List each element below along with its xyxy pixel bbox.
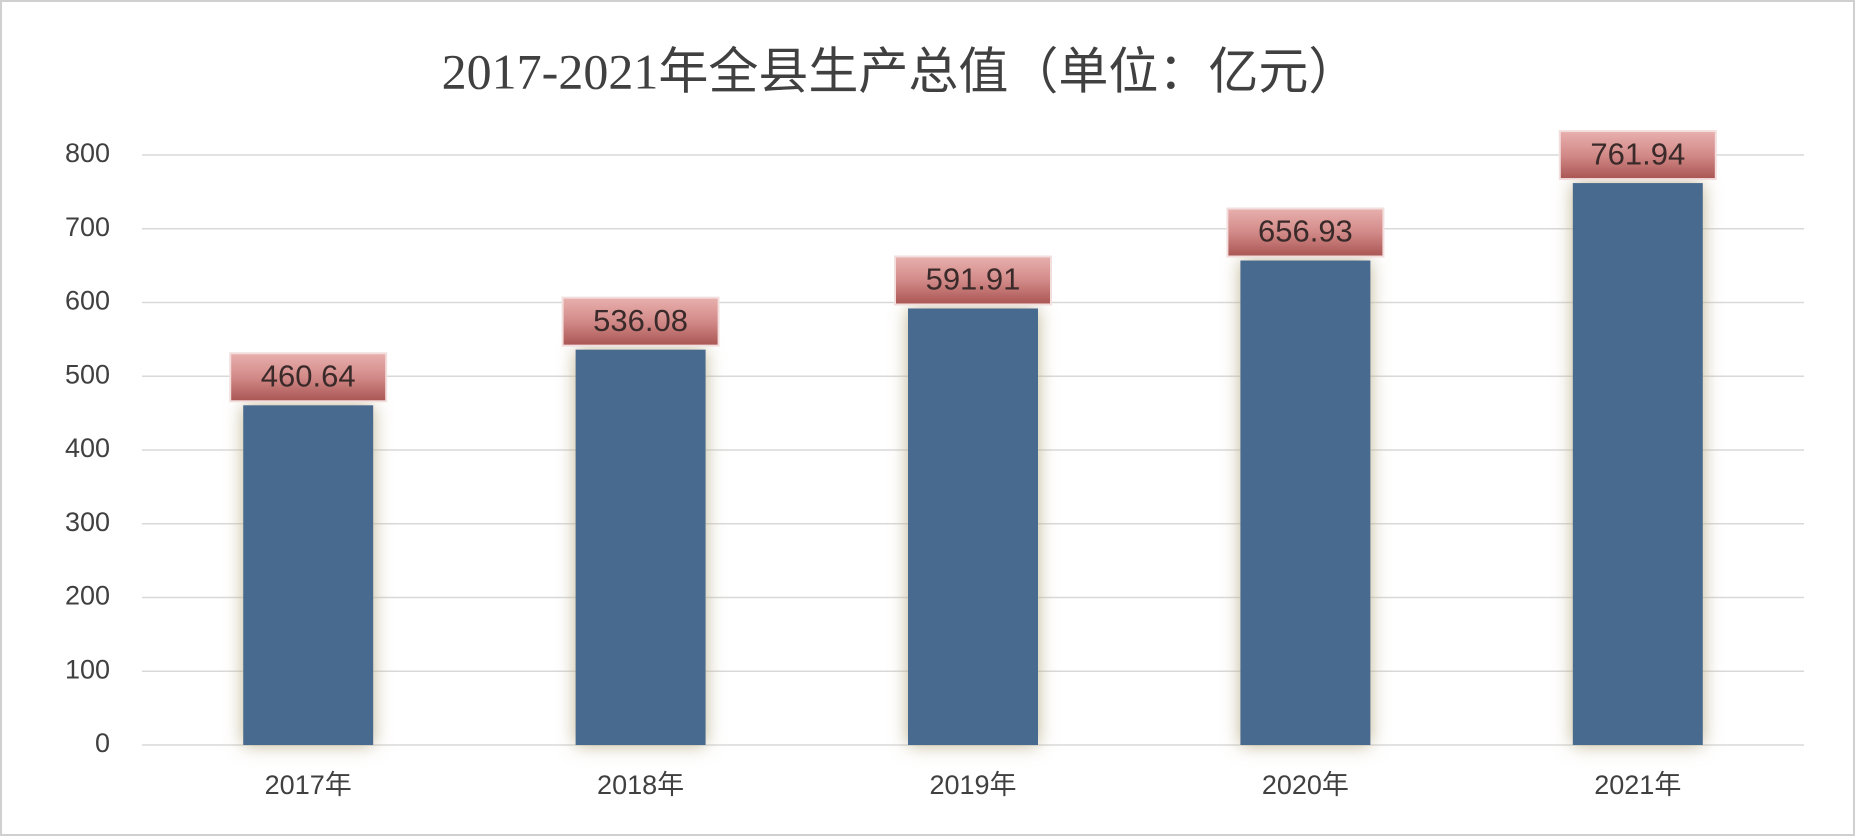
y-tick-label: 600 <box>65 286 110 316</box>
y-tick-label: 400 <box>65 433 110 463</box>
value-label: 536.08 <box>593 303 688 338</box>
bar <box>575 349 706 745</box>
value-label-box <box>894 255 1052 306</box>
value-label: 761.94 <box>1590 136 1685 171</box>
value-label-box <box>1558 130 1717 181</box>
y-tick-label: 700 <box>65 212 110 242</box>
x-tick-label: 2018年 <box>597 770 684 800</box>
bar <box>908 308 1038 745</box>
bar <box>1572 183 1703 746</box>
value-label: 460.64 <box>261 358 356 393</box>
chart-title: 2017-2021年全县生产总值（单位：亿元） <box>442 43 1359 99</box>
bar <box>243 405 374 745</box>
y-tick-label: 500 <box>65 359 110 389</box>
x-tick-label: 2019年 <box>929 770 1016 800</box>
y-tick-label: 300 <box>65 507 110 537</box>
value-label-box <box>1226 207 1385 258</box>
y-tick-label: 100 <box>65 654 110 684</box>
value-label-box <box>561 296 720 347</box>
value-label: 591.91 <box>926 262 1021 297</box>
value-label-box <box>229 352 388 403</box>
x-tick-label: 2017年 <box>265 770 352 800</box>
bar <box>1240 260 1371 745</box>
x-tick-label: 2021年 <box>1594 770 1681 800</box>
y-tick-label: 0 <box>95 728 110 758</box>
y-tick-label: 200 <box>65 581 110 611</box>
x-tick-label: 2020年 <box>1262 770 1349 800</box>
value-label: 656.93 <box>1258 214 1353 249</box>
y-tick-label: 800 <box>65 138 110 168</box>
